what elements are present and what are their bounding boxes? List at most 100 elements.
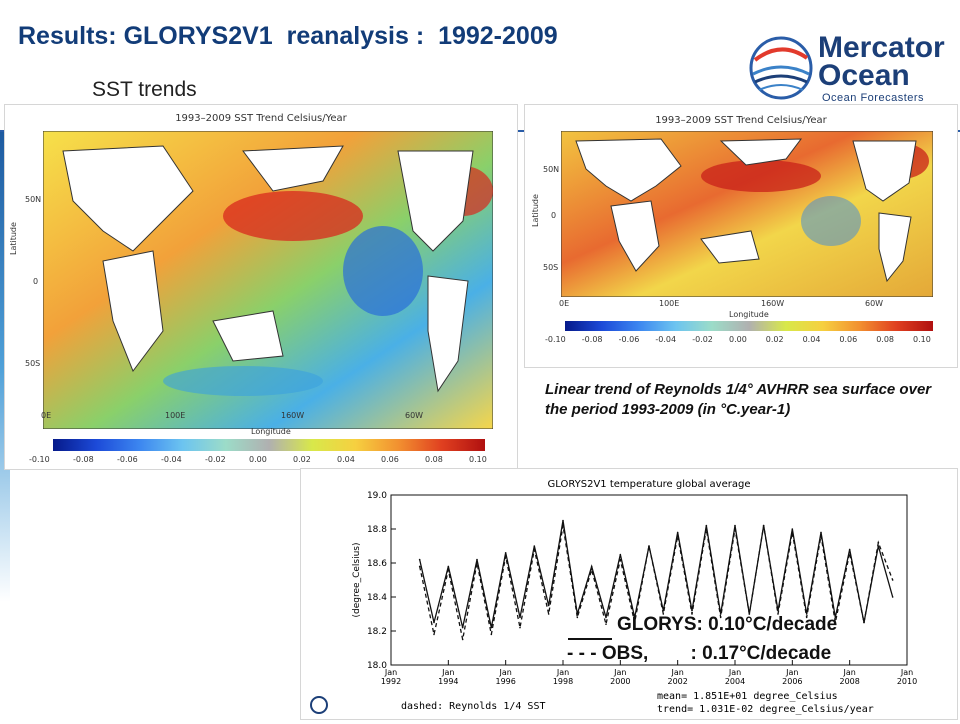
x-tick-label: 2008 [839, 677, 859, 686]
colorbar-tick: -0.04 [655, 335, 677, 344]
right-colorbar [565, 321, 933, 331]
y-tick-label: 18.8 [367, 525, 387, 535]
footer-mean: mean= 1.851E+01 degree_Celsius [657, 691, 838, 702]
left-map-lat-50n: 50N [25, 195, 42, 204]
left-map-lon-100e: 100E [165, 411, 186, 420]
colorbar-tick: -0.10 [545, 335, 566, 344]
logo-line2: Ocean [818, 59, 910, 92]
series-point-obs [662, 613, 665, 615]
series-point-obs [447, 569, 450, 571]
left-map-xlabel: Longitude [251, 427, 291, 436]
left-map-ylabel: Latitude [9, 222, 18, 255]
x-tick-label: 2000 [610, 677, 630, 686]
series-point-obs [834, 621, 837, 624]
series-line-obs [419, 525, 894, 640]
series-point-obs [805, 616, 808, 619]
series-point-obs [476, 562, 478, 564]
x-tick-label: 2006 [782, 677, 802, 686]
series-point-obs [691, 613, 693, 615]
series-point-obs [848, 552, 851, 554]
colorbar-tick: -0.10 [29, 455, 50, 464]
legend-glorys: GLORYS: 0.10°C/decade [617, 614, 838, 635]
x-tick-label: Jan [728, 668, 741, 677]
series-point-obs [605, 623, 607, 625]
colorbar-tick: 0.00 [729, 335, 747, 344]
right-map-lon-160w: 160W [761, 299, 785, 308]
colorbar-tick: 0.04 [802, 335, 821, 344]
series-point-glorys [590, 565, 593, 568]
y-tick-label: 19.0 [367, 491, 387, 501]
right-colorbar-labels: -0.10 -0.08 -0.06 -0.04 -0.02 0.00 0.02 0.04 0.0… [545, 335, 947, 347]
left-map-lat-50s: 50S [25, 359, 41, 368]
series-point-glorys [461, 626, 464, 629]
colorbar-tick: -0.06 [117, 455, 138, 464]
series-point-obs [705, 528, 708, 530]
series-point-glorys [734, 524, 736, 527]
series-point-obs [820, 535, 822, 537]
colorbar-tick: 0.02 [765, 335, 784, 344]
series-point-glorys [547, 604, 550, 607]
logo-tagline: Ocean Forecasters [822, 92, 925, 104]
series-point-glorys [418, 558, 421, 561]
series-point-glorys [705, 524, 708, 527]
x-tick-label: 2002 [667, 677, 687, 686]
chart-title: GLORYS2V1 temperature global average [548, 479, 751, 490]
series-point-glorys [619, 553, 622, 556]
series-point-glorys [447, 565, 450, 568]
x-tick-label: Jan [556, 668, 569, 677]
right-map-lon-100e: 100E [659, 299, 680, 308]
chart-ylabel: (degree_Celsius) [352, 543, 362, 618]
x-tick-label: 1994 [438, 677, 458, 686]
y-tick-label: 18.0 [367, 661, 387, 671]
series-point-glorys [504, 552, 507, 554]
left-trend-map: 1993–2009 SST Trend Celsius/Year Latitud… [4, 104, 518, 470]
y-tick-label: 18.6 [367, 559, 387, 569]
left-map-lon-60w: 60W [405, 411, 424, 420]
x-tick-label: 1998 [553, 677, 573, 686]
right-map-lon-60w: 60W [865, 299, 884, 308]
x-tick-label: Jan [842, 668, 855, 677]
series-point-glorys [605, 616, 607, 619]
legend-solid-line [568, 638, 612, 640]
series-point-obs [418, 565, 421, 568]
x-tick-label: Jan [384, 668, 397, 677]
global-average-chart: GLORYS2V1 temperature global average (deg… [300, 468, 958, 720]
right-map-title: 1993–2009 SST Trend Celsius/Year [655, 115, 827, 126]
series-point-obs [590, 569, 593, 571]
series-point-obs [748, 613, 751, 615]
colorbar-tick: 0.08 [876, 335, 894, 344]
series-point-glorys [719, 613, 722, 615]
colorbar-tick: -0.06 [618, 335, 640, 344]
series-point-obs [734, 528, 736, 530]
right-map-lat-50s: 50S [543, 263, 559, 272]
series-point-obs [519, 626, 521, 629]
timeseries-svg: GLORYS2V1 temperature global average (deg… [310, 479, 917, 715]
series-point-glorys [791, 528, 794, 530]
right-map-lat-0: 0 [551, 211, 557, 220]
series-point-glorys [848, 548, 851, 551]
series-point-glorys [476, 558, 478, 561]
series-point-obs [490, 633, 493, 636]
colorbar-tick: -0.08 [73, 455, 94, 464]
series-point-obs [891, 579, 894, 581]
series-point-glorys [691, 609, 693, 612]
right-trend-map: 1993–2009 SST Trend Celsius/Year Latitud… [524, 104, 958, 368]
figure-caption: Linear trend of Reynolds 1/4° AVHRR sea … [545, 381, 932, 418]
series-point-obs [762, 524, 765, 527]
series-point-obs [433, 633, 435, 636]
x-tick-label: Jan [613, 668, 626, 677]
y-tick-label: 18.4 [367, 593, 387, 603]
series-point-obs [877, 541, 880, 544]
series-point-obs [576, 616, 579, 619]
left-map-lon-160w: 160W [281, 411, 305, 420]
left-colorbar-labels: -0.10 -0.08 -0.06 -0.04 -0.02 0.00 0.02 0.04 0.0… [29, 455, 503, 467]
footer-logo-circle [310, 696, 328, 714]
colorbar-tick: 0.10 [469, 455, 487, 464]
x-tick-label: 2004 [725, 677, 745, 686]
plot-frame [390, 494, 908, 666]
right-map-image [561, 131, 933, 297]
series-point-obs [562, 524, 564, 527]
series-point-glorys [519, 616, 521, 619]
right-map-lon-0e: 0E [559, 299, 570, 308]
series-point-glorys [891, 596, 894, 598]
